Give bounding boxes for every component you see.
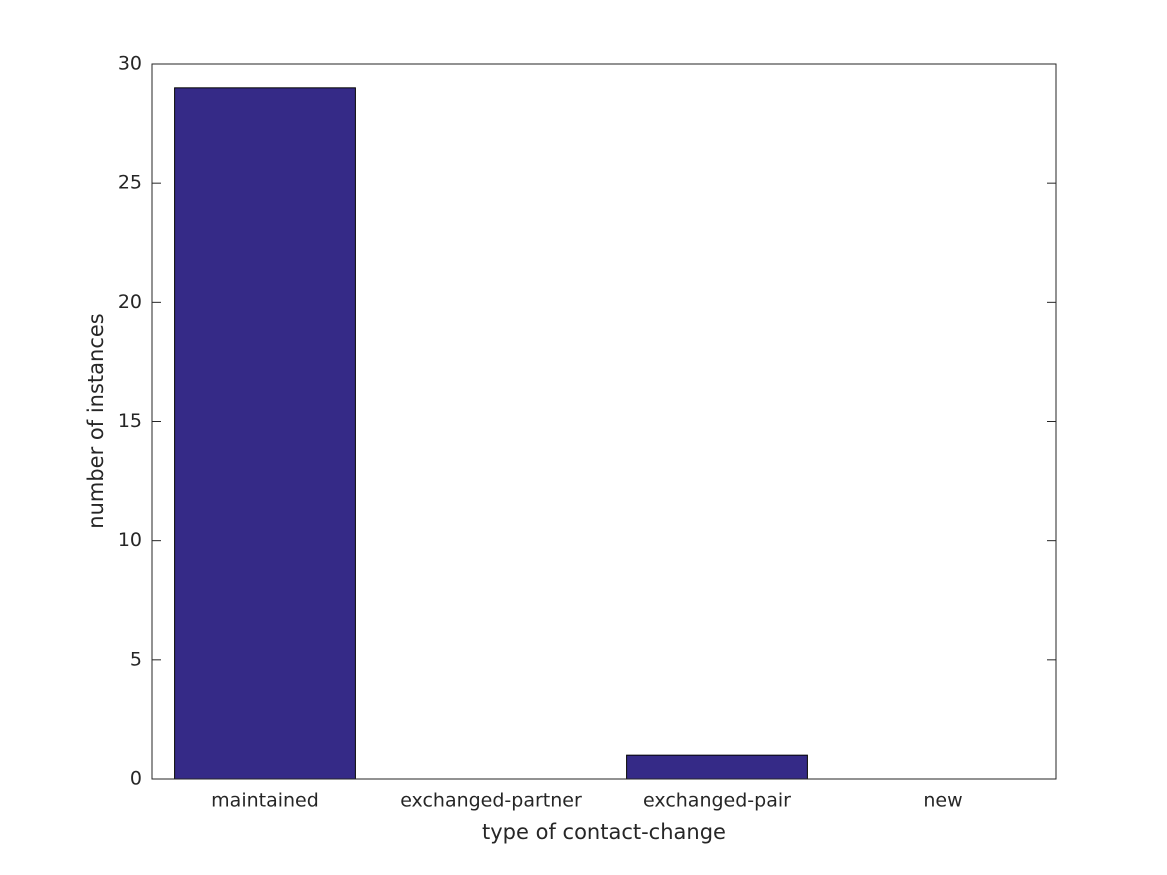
y-tick-label: 25 bbox=[118, 172, 142, 194]
x-axis-title: type of contact-change bbox=[482, 820, 726, 844]
y-tick-label: 10 bbox=[118, 529, 142, 551]
bar bbox=[174, 87, 356, 780]
y-tick-label: 0 bbox=[130, 768, 142, 790]
x-tick-label: exchanged-pair bbox=[643, 790, 791, 812]
bar bbox=[626, 754, 808, 780]
y-tick-label: 30 bbox=[118, 53, 142, 75]
y-tick-label: 15 bbox=[118, 410, 142, 432]
y-axis-title: number of instances bbox=[84, 313, 108, 528]
x-tick-label: exchanged-partner bbox=[400, 790, 582, 812]
plot-frame bbox=[151, 63, 1057, 780]
x-tick-label: maintained bbox=[211, 790, 319, 812]
y-tick-label: 5 bbox=[130, 648, 142, 670]
y-tick-label: 20 bbox=[118, 291, 142, 313]
x-tick-label: new bbox=[923, 790, 962, 812]
